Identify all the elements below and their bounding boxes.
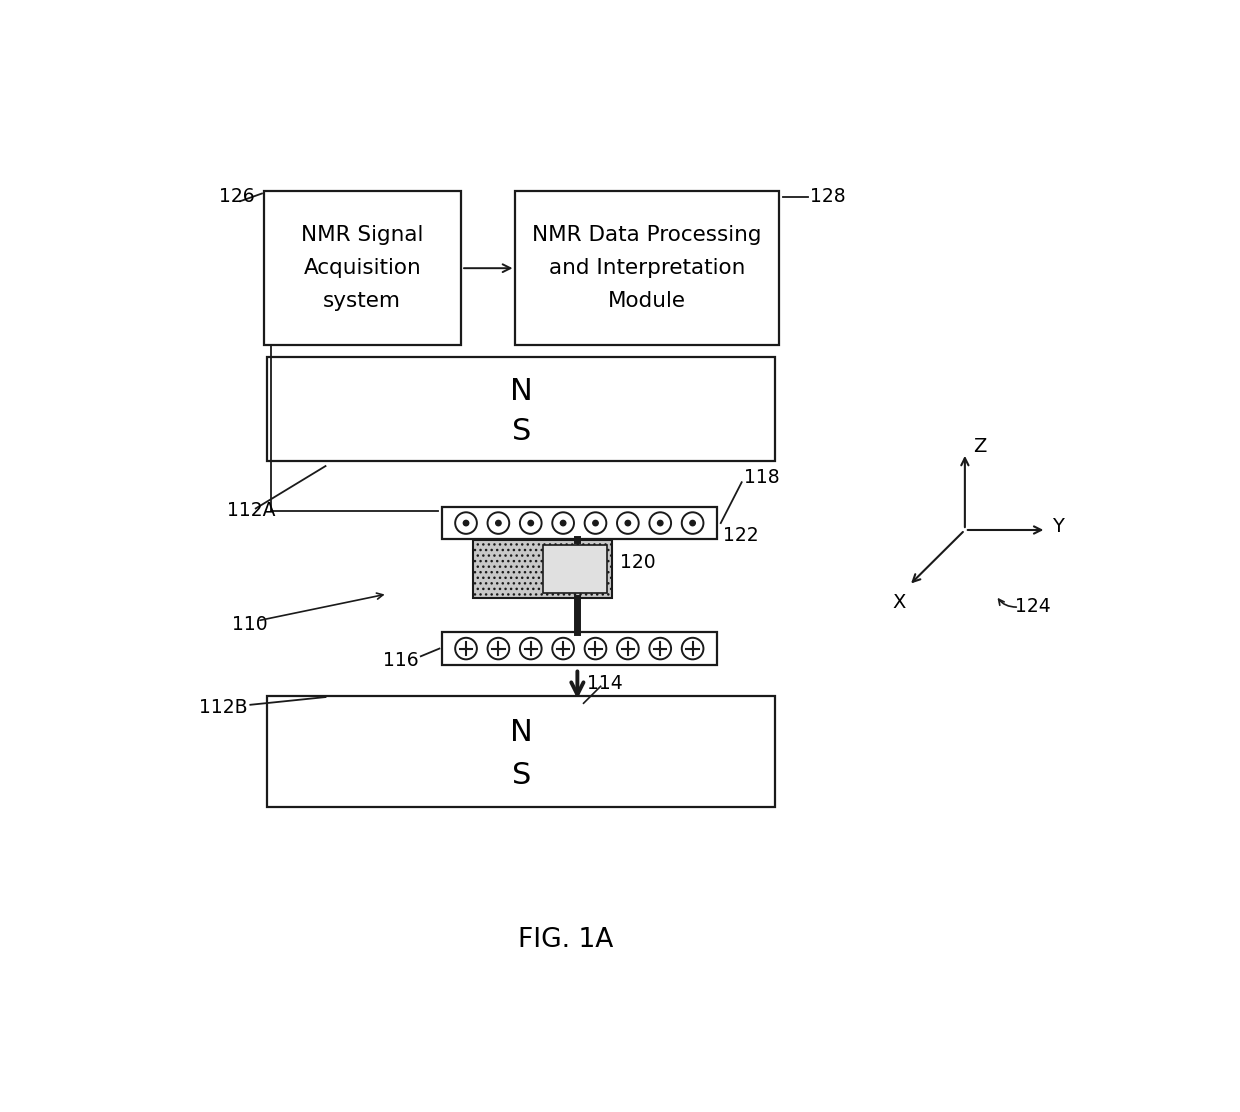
Circle shape (593, 520, 598, 526)
Circle shape (657, 520, 663, 526)
Text: 118: 118 (744, 468, 780, 487)
Bar (268, 695, 775, 807)
Bar (441, 633, 717, 665)
Circle shape (528, 520, 533, 526)
Bar (516, 191, 779, 345)
Circle shape (496, 520, 501, 526)
Bar (472, 540, 613, 598)
Bar (268, 357, 775, 460)
Text: 120: 120 (620, 553, 656, 573)
Bar (263, 191, 461, 345)
Text: S: S (511, 417, 531, 446)
Text: Y: Y (1052, 517, 1064, 536)
Text: 110: 110 (233, 615, 268, 634)
Bar (543, 545, 606, 593)
Text: X: X (893, 593, 905, 612)
Text: 122: 122 (723, 526, 759, 545)
Circle shape (689, 520, 696, 526)
Text: 128: 128 (810, 187, 846, 206)
Bar (441, 507, 717, 539)
Text: 114: 114 (587, 675, 622, 694)
Circle shape (625, 520, 631, 526)
Text: NMR Data Processing
and Interpretation
Module: NMR Data Processing and Interpretation M… (532, 226, 761, 311)
Circle shape (464, 520, 469, 526)
Circle shape (560, 520, 565, 526)
Text: 124: 124 (1016, 597, 1052, 616)
Text: N: N (510, 377, 532, 406)
Text: 126: 126 (218, 187, 254, 206)
Text: S: S (511, 762, 531, 791)
Text: NMR Signal
Acquisition
system: NMR Signal Acquisition system (301, 226, 424, 311)
Text: 116: 116 (383, 651, 419, 669)
Text: 112B: 112B (200, 697, 248, 716)
Text: FIG. 1A: FIG. 1A (518, 927, 614, 953)
Text: Z: Z (972, 437, 986, 456)
Text: N: N (510, 718, 532, 747)
Text: 112A: 112A (227, 502, 275, 520)
